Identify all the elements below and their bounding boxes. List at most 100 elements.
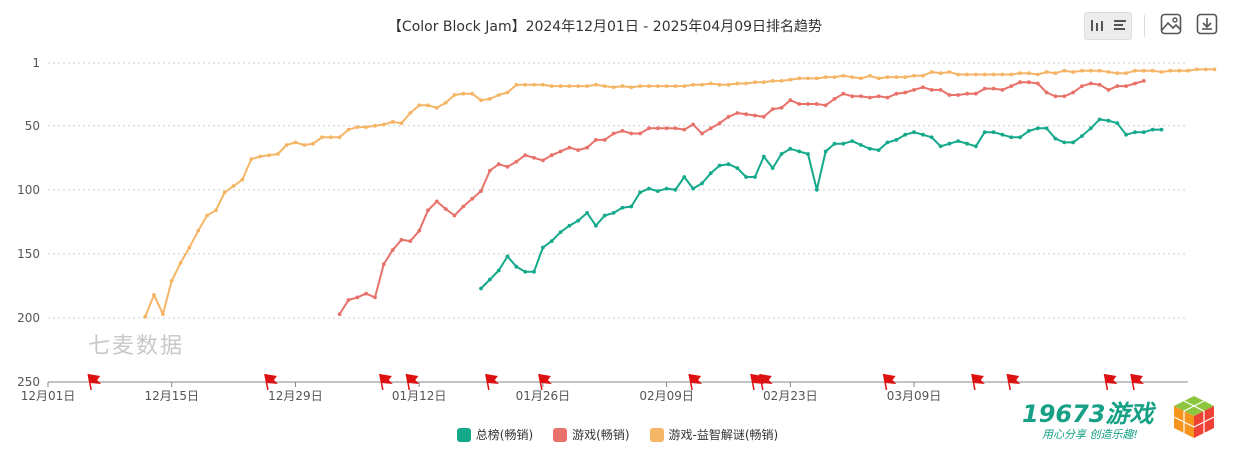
data-point[interactable] bbox=[806, 152, 810, 156]
data-point[interactable] bbox=[859, 143, 863, 147]
data-point[interactable] bbox=[779, 79, 784, 83]
data-point[interactable] bbox=[1106, 88, 1111, 92]
data-point[interactable] bbox=[514, 82, 519, 87]
data-point[interactable] bbox=[638, 131, 642, 136]
data-point[interactable] bbox=[611, 85, 616, 90]
data-point[interactable] bbox=[673, 126, 678, 131]
data-point[interactable] bbox=[814, 76, 819, 81]
data-point[interactable] bbox=[647, 186, 651, 191]
data-point[interactable] bbox=[647, 84, 651, 88]
data-point[interactable] bbox=[594, 138, 598, 142]
data-point[interactable] bbox=[541, 245, 545, 250]
data-point[interactable] bbox=[744, 175, 748, 179]
data-point[interactable] bbox=[691, 82, 695, 87]
data-point[interactable] bbox=[328, 135, 333, 140]
data-point[interactable] bbox=[399, 121, 404, 126]
data-point[interactable] bbox=[1062, 140, 1067, 145]
event-flag-icon[interactable] bbox=[1130, 373, 1144, 391]
data-point[interactable] bbox=[169, 278, 174, 283]
data-point[interactable] bbox=[549, 153, 554, 158]
data-point[interactable] bbox=[1027, 80, 1031, 85]
data-point[interactable] bbox=[337, 135, 342, 140]
data-point[interactable] bbox=[1141, 68, 1146, 73]
data-point[interactable] bbox=[876, 76, 881, 81]
data-point[interactable] bbox=[894, 91, 899, 96]
data-point[interactable] bbox=[620, 84, 625, 88]
data-point[interactable] bbox=[788, 77, 793, 82]
data-point[interactable] bbox=[1177, 68, 1182, 73]
data-point[interactable] bbox=[700, 181, 704, 186]
data-point[interactable] bbox=[708, 171, 713, 176]
data-point[interactable] bbox=[258, 154, 262, 159]
data-point[interactable] bbox=[788, 146, 793, 151]
data-point[interactable] bbox=[1000, 88, 1005, 92]
data-point[interactable] bbox=[1018, 71, 1022, 76]
data-point[interactable] bbox=[682, 127, 687, 132]
event-flag-icon[interactable] bbox=[538, 373, 552, 391]
data-point[interactable] bbox=[152, 293, 156, 297]
data-point[interactable] bbox=[779, 105, 784, 110]
data-point[interactable] bbox=[788, 98, 793, 103]
data-point[interactable] bbox=[585, 84, 589, 88]
data-point[interactable] bbox=[832, 75, 837, 79]
event-flag-icon[interactable] bbox=[405, 373, 420, 391]
data-point[interactable] bbox=[938, 71, 943, 76]
data-point[interactable] bbox=[1106, 70, 1111, 74]
data-point[interactable] bbox=[912, 88, 916, 92]
data-point[interactable] bbox=[1035, 72, 1040, 77]
data-point[interactable] bbox=[390, 248, 395, 252]
data-point[interactable] bbox=[452, 213, 457, 218]
data-point[interactable] bbox=[859, 76, 863, 81]
data-point[interactable] bbox=[399, 237, 404, 242]
data-point[interactable] bbox=[346, 298, 351, 302]
data-point[interactable] bbox=[982, 72, 987, 77]
data-point[interactable] bbox=[921, 73, 925, 78]
data-point[interactable] bbox=[196, 228, 201, 233]
data-point[interactable] bbox=[717, 121, 722, 126]
data-point[interactable] bbox=[1080, 68, 1084, 73]
data-point[interactable] bbox=[850, 139, 855, 144]
data-point[interactable] bbox=[249, 157, 254, 162]
data-point[interactable] bbox=[1080, 84, 1084, 88]
data-point[interactable] bbox=[1027, 129, 1031, 133]
data-point[interactable] bbox=[832, 141, 837, 146]
data-point[interactable] bbox=[214, 208, 218, 213]
data-point[interactable] bbox=[1044, 70, 1049, 74]
data-point[interactable] bbox=[726, 114, 731, 119]
data-point[interactable] bbox=[1124, 71, 1128, 76]
data-point[interactable] bbox=[549, 239, 554, 244]
download-button[interactable] bbox=[1193, 12, 1221, 40]
data-point[interactable] bbox=[381, 262, 386, 266]
data-point[interactable] bbox=[1071, 70, 1075, 74]
data-point[interactable] bbox=[797, 149, 802, 154]
data-point[interactable] bbox=[576, 148, 581, 153]
data-point[interactable] bbox=[770, 166, 775, 171]
data-point[interactable] bbox=[832, 97, 837, 101]
data-point[interactable] bbox=[532, 269, 536, 274]
data-point[interactable] bbox=[390, 120, 395, 124]
data-point[interactable] bbox=[868, 73, 872, 78]
data-point[interactable] bbox=[638, 84, 642, 88]
data-point[interactable] bbox=[567, 223, 572, 228]
data-point[interactable] bbox=[947, 70, 952, 74]
data-point[interactable] bbox=[443, 100, 448, 105]
data-point[interactable] bbox=[876, 148, 881, 153]
data-point[interactable] bbox=[885, 75, 890, 79]
data-point[interactable] bbox=[275, 152, 280, 156]
data-point[interactable] bbox=[664, 84, 669, 88]
data-point[interactable] bbox=[938, 88, 943, 92]
data-point[interactable] bbox=[302, 143, 307, 147]
data-point[interactable] bbox=[664, 186, 669, 191]
data-point[interactable] bbox=[364, 125, 368, 129]
data-point[interactable] bbox=[991, 72, 996, 77]
data-point[interactable] bbox=[576, 218, 581, 223]
data-point[interactable] bbox=[761, 154, 766, 159]
data-point[interactable] bbox=[373, 123, 377, 128]
data-point[interactable] bbox=[629, 85, 634, 90]
data-point[interactable] bbox=[1035, 126, 1040, 131]
data-point[interactable] bbox=[1062, 94, 1067, 99]
data-point[interactable] bbox=[929, 70, 934, 74]
data-point[interactable] bbox=[602, 84, 607, 88]
data-point[interactable] bbox=[1027, 71, 1031, 76]
data-point[interactable] bbox=[479, 98, 483, 103]
